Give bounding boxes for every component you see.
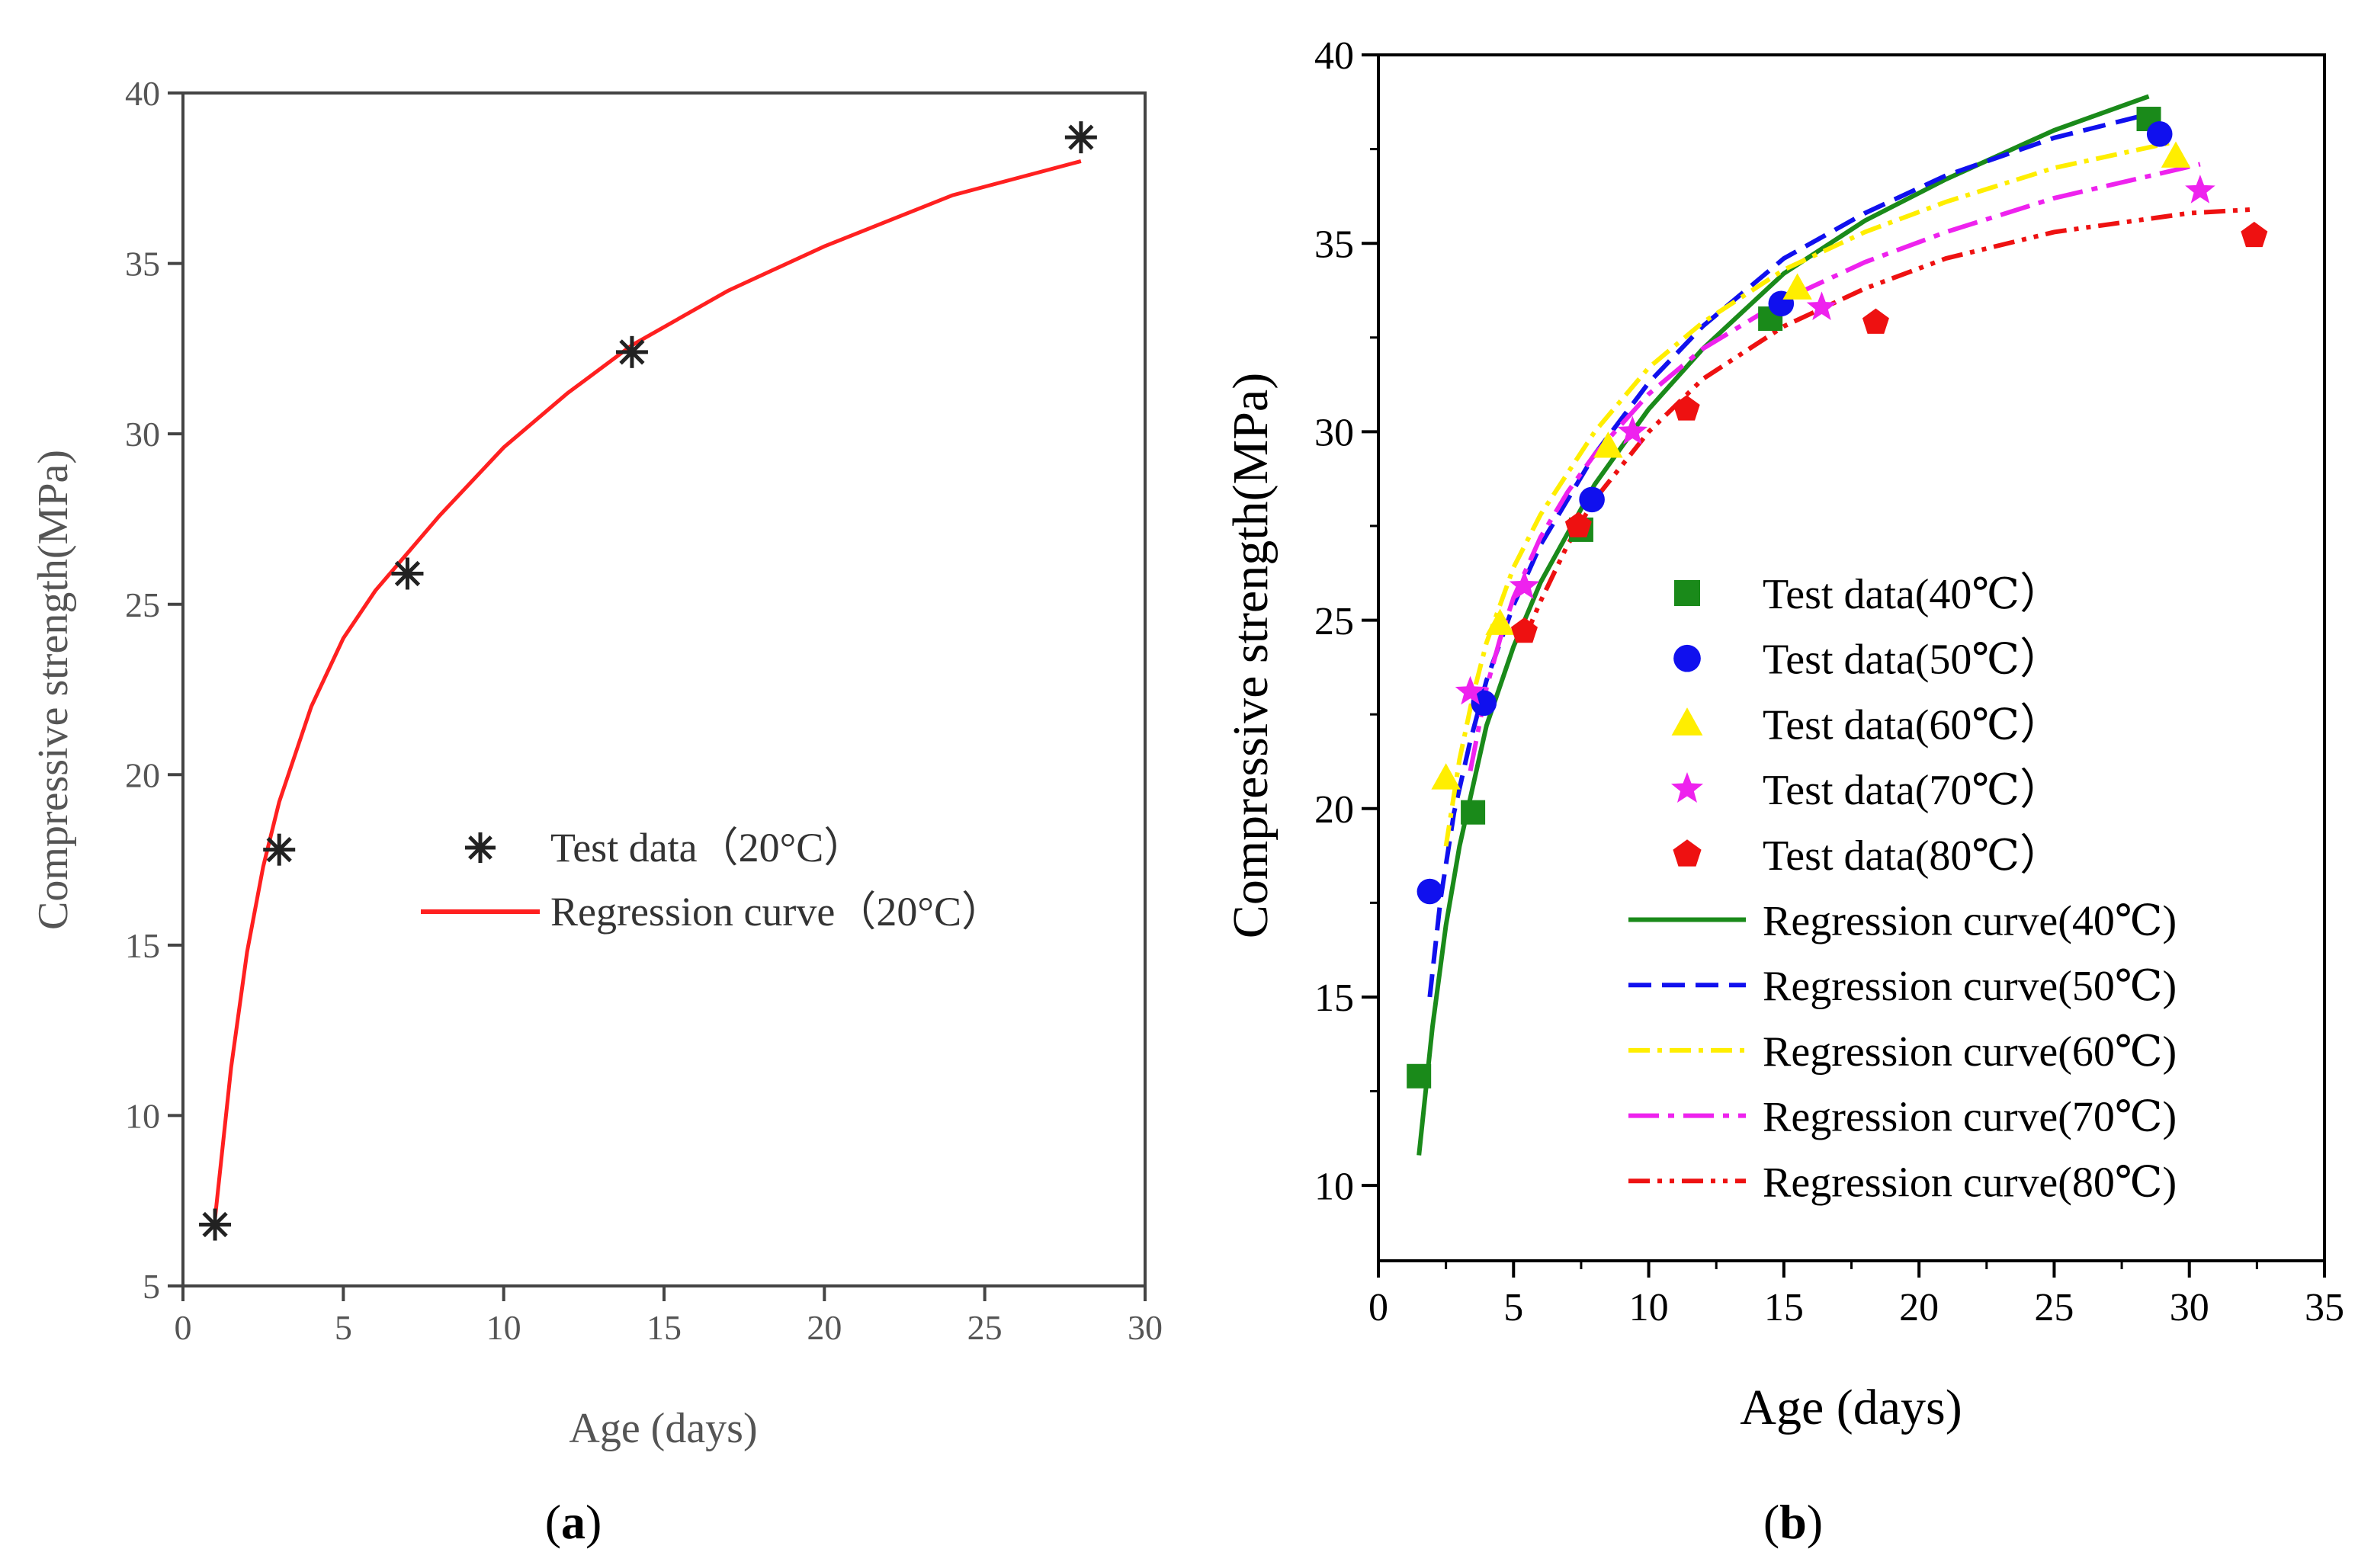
legend-marker-asterisk — [465, 832, 496, 863]
x-tick-label-b-15: 15 — [1764, 1286, 1804, 1329]
legend-marker-test-data-50 — [1673, 644, 1701, 672]
legend-label-regression-curve-40: Regression curve(40℃) — [1763, 898, 2177, 945]
x-tick-label-a-5: 5 — [335, 1308, 352, 1347]
markers-a — [199, 121, 1097, 1241]
axes-b: 0 5 10 15 20 25 30 35 10 15 20 25 30 35 40 — [1314, 34, 2344, 1329]
legend-label-test-data-80: Test data(80℃） — [1763, 832, 2062, 880]
data-point-test-data-80 — [1510, 617, 1538, 643]
legend-marker-test-data-40 — [1674, 580, 1700, 606]
series-line-regression-curve-40 — [1417, 94, 2150, 1156]
x-tick-label-b-5: 5 — [1503, 1286, 1523, 1329]
x-tick-label-b-10: 10 — [1629, 1286, 1669, 1329]
x-axis-title-b: Age (days) — [1740, 1380, 1962, 1435]
data-point-test-data-20-c — [391, 557, 424, 590]
data-point-test-data-70 — [2185, 175, 2215, 204]
y-tick-label-a-25: 25 — [125, 585, 160, 624]
series-line-regression-curve-70 — [1468, 162, 2201, 771]
x-tick-label-a-15: 15 — [646, 1308, 682, 1347]
x-tick-label-b-0: 0 — [1368, 1286, 1388, 1329]
panel-letter-b: b — [1779, 1495, 1807, 1549]
legend-label-test-data-50: Test data(50℃） — [1763, 636, 2062, 684]
data-point-test-data-40 — [1407, 1063, 1432, 1089]
legend-label-test-data-70: Test data(70℃） — [1763, 767, 2062, 814]
y-tick-label-b-15: 15 — [1314, 976, 1354, 1020]
data-point-test-data-40 — [1461, 800, 1486, 825]
data-point-test-data-20-c — [615, 335, 648, 368]
legend-marker-test-data-20c — [465, 832, 496, 863]
data-point-test-data-60 — [2161, 141, 2191, 168]
panel-caption-b: (b) — [1763, 1495, 1823, 1549]
y-tick-label-a-30: 30 — [125, 415, 160, 454]
data-point-test-data-70 — [1617, 415, 1648, 445]
legend-label-test-data-20c: Test data（20°C） — [550, 825, 865, 871]
y-tick-label-a-15: 15 — [125, 926, 160, 965]
data-point-test-data-70 — [1509, 570, 1540, 599]
panel-caption-a: (a) — [545, 1495, 602, 1549]
data-point-test-data-80 — [1862, 308, 1889, 334]
y-tick-label-a-40: 40 — [125, 74, 160, 113]
data-point-test-data-60 — [1782, 273, 1812, 300]
legend-marker-test-data-80 — [1673, 839, 1702, 867]
plot-frame-b — [1377, 53, 2326, 1262]
y-tick-label-a-35: 35 — [125, 245, 160, 284]
y-tick-label-b-10: 10 — [1314, 1165, 1354, 1208]
y-tick-label-b-35: 35 — [1314, 223, 1354, 266]
y-tick-label-b-30: 30 — [1314, 412, 1354, 455]
x-tick-label-a-0: 0 — [175, 1308, 192, 1347]
y-tick-label-b-40: 40 — [1314, 34, 1354, 78]
x-tick-label-b-20: 20 — [1899, 1286, 1939, 1329]
legend-label-regression-curve-80: Regression curve(80℃) — [1763, 1159, 2177, 1206]
x-tick-label-a-20: 20 — [807, 1308, 842, 1347]
legend-label-test-data-40: Test data(40℃） — [1763, 571, 2062, 618]
series-line-regression-curve-20-c — [213, 159, 1082, 1218]
legend-label-regression-curve-60: Regression curve(60℃) — [1763, 1028, 2177, 1076]
y-tick-label-a-5: 5 — [143, 1267, 160, 1306]
curves-a — [213, 159, 1082, 1218]
x-tick-label-b-35: 35 — [2305, 1286, 2344, 1329]
data-point-test-data-20-c — [1064, 121, 1097, 154]
data-point-test-data-80 — [2241, 221, 2268, 248]
data-point-test-data-60 — [1485, 608, 1515, 635]
data-point-test-data-80 — [1564, 511, 1592, 537]
data-point-test-data-60 — [1593, 431, 1623, 458]
data-point-test-data-60 — [1431, 763, 1461, 790]
data-point-test-data-70 — [1806, 291, 1837, 321]
legend-label-regression-curve-70: Regression curve(70℃) — [1763, 1094, 2177, 1141]
x-tick-label-a-10: 10 — [486, 1308, 521, 1347]
x-tick-label-b-25: 25 — [2034, 1286, 2074, 1329]
x-tick-label-b-30: 30 — [2170, 1286, 2209, 1329]
y-tick-label-b-25: 25 — [1314, 600, 1354, 643]
y-axis-title-b: Compressive strength(MPa) — [1223, 373, 1279, 938]
plot-frame-a — [181, 91, 1147, 1287]
panel-letter-a: a — [561, 1495, 586, 1549]
markers-b — [1407, 107, 2268, 1089]
legend-marker-test-data-60 — [1671, 707, 1703, 736]
legend-label-regression-curve-20c: Regression curve（20°C） — [550, 889, 1003, 935]
x-tick-label-a-25: 25 — [967, 1308, 1003, 1347]
data-point-test-data-20-c — [199, 1208, 232, 1241]
y-tick-label-b-20: 20 — [1314, 788, 1354, 832]
data-point-test-data-20-c — [263, 833, 296, 866]
legend-a: Test data（20°C） Regression curve（20°C） — [421, 825, 1003, 935]
legend-label-test-data-60: Test data(60℃） — [1763, 701, 2062, 749]
data-point-test-data-80 — [1673, 395, 1700, 421]
y-tick-label-a-20: 20 — [125, 755, 160, 794]
data-point-test-data-70 — [1455, 675, 1486, 705]
y-tick-label-a-10: 10 — [125, 1097, 160, 1136]
x-axis-title-a: Age (days) — [569, 1405, 757, 1452]
data-point-test-data-50 — [2146, 121, 2173, 147]
legend-b: Test data(40℃） Test data(50℃） Test data(60… — [1628, 571, 2177, 1206]
legend-label-regression-curve-50: Regression curve(50℃) — [1763, 963, 2177, 1010]
legend-marker-test-data-70 — [1670, 772, 1704, 803]
x-tick-label-a-30: 30 — [1128, 1308, 1163, 1347]
data-point-test-data-50 — [1579, 486, 1605, 513]
series-line-regression-curve-80 — [1522, 207, 2254, 640]
data-point-test-data-50 — [1417, 878, 1443, 905]
y-axis-title-a: Compressive strength(MPa) — [30, 450, 77, 930]
